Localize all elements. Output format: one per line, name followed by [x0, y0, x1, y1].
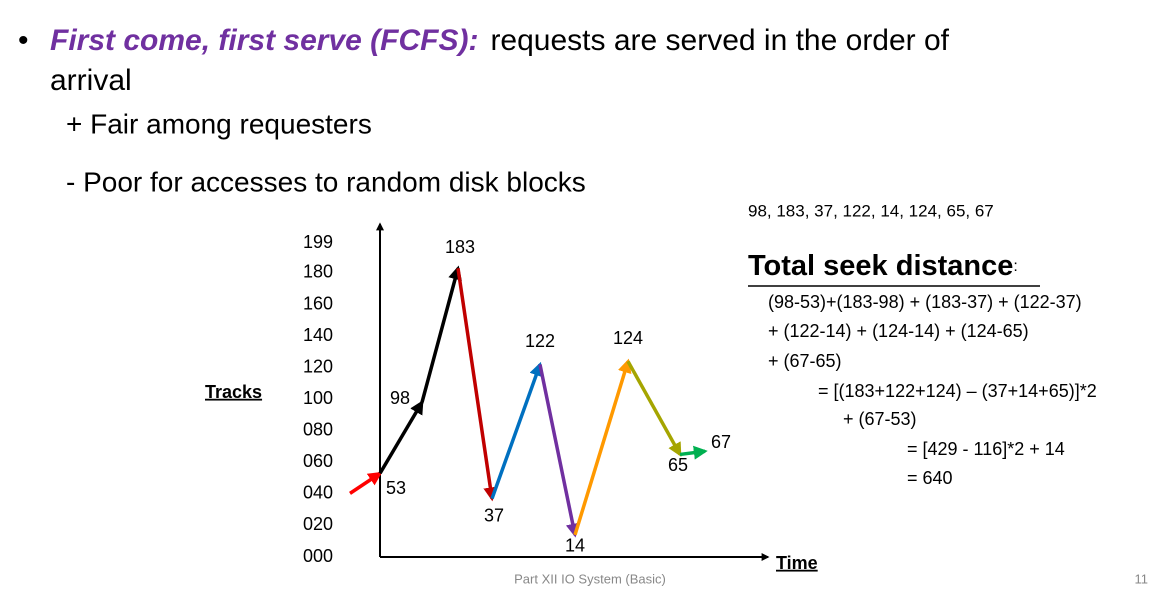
y-tick-label: 040 [303, 483, 333, 503]
bullet-text: arrival [50, 64, 132, 97]
heading-text: Total seek distance [748, 250, 1013, 282]
point-label: 65 [668, 455, 688, 475]
seek-arrow [420, 265, 462, 403]
start-arrow [349, 471, 383, 495]
seek-arrow [679, 445, 708, 460]
formula-line: + (67-65) [768, 351, 842, 371]
seek-arrow [490, 361, 543, 500]
seek-arrow [378, 399, 424, 475]
point-label: 98 [390, 388, 410, 408]
formula-line: (98-53)+(183-98) + (183-37) + (122-37) [768, 292, 1082, 312]
y-tick-label: 140 [303, 325, 333, 345]
seek-arrow [538, 364, 580, 538]
y-tick-label: 180 [303, 262, 333, 282]
formula-line: + (122-14) + (124-14) + (124-65) [768, 321, 1029, 341]
y-tick-label: 160 [303, 293, 333, 313]
heading: Total seek distance: [748, 250, 1018, 282]
formula-line: = [(183+122+124) – (37+14+65)]*2 [818, 381, 1097, 401]
point-label: 122 [525, 331, 555, 351]
bullet-text: requests are served in the order of [490, 24, 949, 57]
y-tick-label: 100 [303, 388, 333, 408]
seek-arrow [456, 267, 498, 502]
seek-arrow [573, 358, 632, 536]
y-tick-label: 199 [303, 232, 333, 252]
point-label: 14 [565, 536, 585, 556]
formula-line: = 640 [907, 468, 953, 488]
point-label: 124 [613, 328, 643, 348]
pros: + Fair among requesters [66, 108, 372, 139]
bullet-dot: • [18, 24, 29, 57]
bullet-line: First come, first serve (FCFS): requests … [50, 24, 950, 57]
point-label: 67 [711, 432, 731, 452]
point-label: 37 [484, 505, 504, 525]
heading-suffix: : [1013, 258, 1017, 275]
footer: Part XII IO System (Basic) [514, 571, 666, 586]
formula-line: + (67-53) [843, 409, 917, 429]
cons: - Poor for accesses to random disk block… [66, 166, 586, 197]
y-tick-label: 120 [303, 356, 333, 376]
x-axis-label: Time [776, 553, 818, 573]
y-tick-label: 060 [303, 451, 333, 471]
point-label: 183 [445, 237, 475, 257]
page-number: 11 [1135, 571, 1149, 586]
y-tick-label: 080 [303, 420, 333, 440]
formula-line: = [429 - 116]*2 + 14 [907, 439, 1065, 459]
request-queue: 98, 183, 37, 122, 14, 124, 65, 67 [748, 201, 994, 220]
point-label: 53 [386, 478, 406, 498]
y-tick-label: 020 [303, 514, 333, 534]
term: First come, first serve (FCFS): [50, 24, 478, 57]
seek-arrow [626, 360, 682, 457]
y-axis-label: Tracks [205, 382, 262, 402]
y-tick-label: 000 [303, 546, 333, 566]
